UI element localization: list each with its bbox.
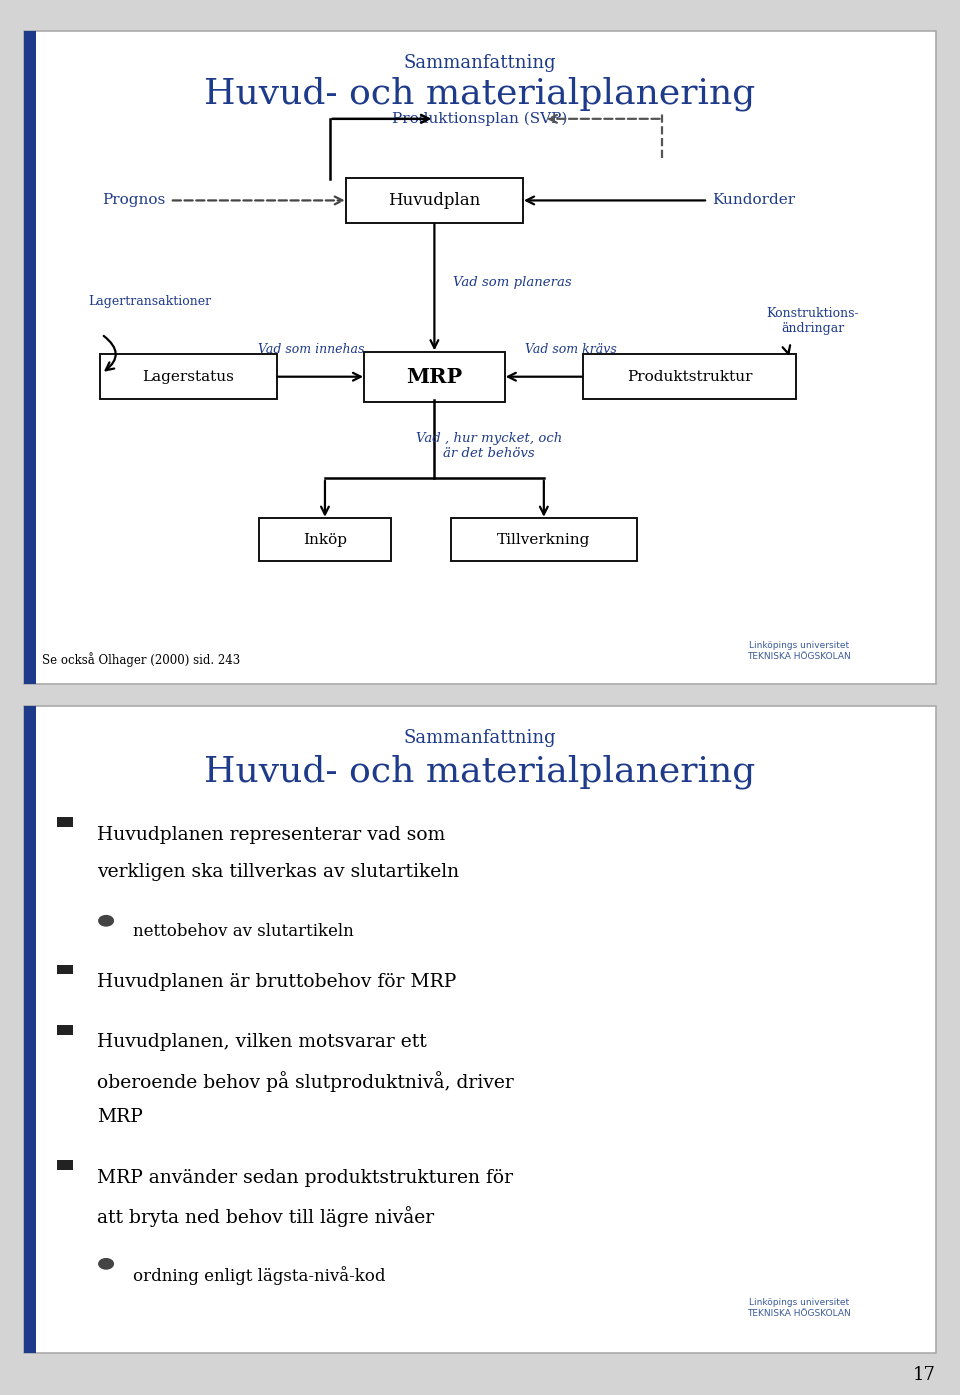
- Text: att bryta ned behov till lägre nivåer: att bryta ned behov till lägre nivåer: [97, 1207, 434, 1228]
- Bar: [57, 1025, 73, 1035]
- Text: Huvudplan: Huvudplan: [388, 193, 481, 209]
- FancyBboxPatch shape: [364, 352, 505, 402]
- Text: Linköpings universitet
TEKNISKA HÖGSKOLAN: Linköpings universitet TEKNISKA HÖGSKOLA…: [747, 642, 852, 661]
- FancyBboxPatch shape: [100, 354, 276, 399]
- Bar: [24, 31, 36, 684]
- FancyBboxPatch shape: [24, 31, 936, 684]
- Text: Produktstruktur: Produktstruktur: [627, 370, 753, 384]
- Text: Vad , hur mycket, och
är det behövs: Vad , hur mycket, och är det behövs: [416, 432, 563, 460]
- Text: Sammanfattning: Sammanfattning: [404, 728, 556, 746]
- Text: 17: 17: [913, 1366, 936, 1384]
- FancyBboxPatch shape: [583, 354, 797, 399]
- Text: Sammanfattning: Sammanfattning: [404, 53, 556, 71]
- Text: Linköpings universitet
TEKNISKA HÖGSKOLAN: Linköpings universitet TEKNISKA HÖGSKOLA…: [747, 1299, 852, 1317]
- Circle shape: [99, 1258, 113, 1269]
- Text: Huvudplanen representerar vad som: Huvudplanen representerar vad som: [97, 826, 445, 844]
- Text: MRP: MRP: [406, 367, 463, 386]
- Text: Huvud- och materialplanering: Huvud- och materialplanering: [204, 755, 756, 790]
- Text: Huvudplanen, vilken motsvarar ett: Huvudplanen, vilken motsvarar ett: [97, 1034, 426, 1052]
- Text: Inköp: Inköp: [303, 533, 347, 547]
- Text: Produktionsplan (SVP): Produktionsplan (SVP): [393, 112, 567, 126]
- Text: verkligen ska tillverkas av slutartikeln: verkligen ska tillverkas av slutartikeln: [97, 864, 459, 882]
- Text: Vad som krävs: Vad som krävs: [525, 343, 617, 356]
- Bar: [24, 706, 36, 1353]
- Text: Vad som innehas: Vad som innehas: [258, 343, 365, 356]
- Text: ordning enligt lägsta-nivå-kod: ordning enligt lägsta-nivå-kod: [133, 1267, 386, 1285]
- Text: Konstruktions-
ändringar: Konstruktions- ändringar: [767, 307, 859, 335]
- Text: Huvud- och materialplanering: Huvud- och materialplanering: [204, 77, 756, 110]
- Text: Lagertransaktioner: Lagertransaktioner: [88, 296, 211, 308]
- FancyBboxPatch shape: [346, 179, 523, 223]
- Text: Kundorder: Kundorder: [712, 194, 796, 208]
- Text: MRP använder sedan produktstrukturen för: MRP använder sedan produktstrukturen för: [97, 1169, 513, 1187]
- Text: Se också Olhager (2000) sid. 243: Se också Olhager (2000) sid. 243: [42, 653, 241, 667]
- Text: Vad som planeras: Vad som planeras: [452, 276, 571, 289]
- Text: Huvudplanen är bruttobehov för MRP: Huvudplanen är bruttobehov för MRP: [97, 974, 456, 992]
- FancyBboxPatch shape: [451, 519, 636, 561]
- Text: Lagerstatus: Lagerstatus: [142, 370, 234, 384]
- Bar: [57, 964, 73, 975]
- Bar: [57, 1161, 73, 1170]
- Text: MRP: MRP: [97, 1109, 143, 1127]
- Text: oberoende behov på slutproduktnivå, driver: oberoende behov på slutproduktnivå, driv…: [97, 1071, 514, 1092]
- FancyBboxPatch shape: [259, 519, 391, 561]
- Text: Prognos: Prognos: [102, 194, 165, 208]
- FancyBboxPatch shape: [24, 706, 936, 1353]
- Text: Tillverkning: Tillverkning: [497, 533, 590, 547]
- Text: nettobehov av slutartikeln: nettobehov av slutartikeln: [133, 923, 354, 940]
- Bar: [57, 817, 73, 827]
- Circle shape: [99, 915, 113, 926]
